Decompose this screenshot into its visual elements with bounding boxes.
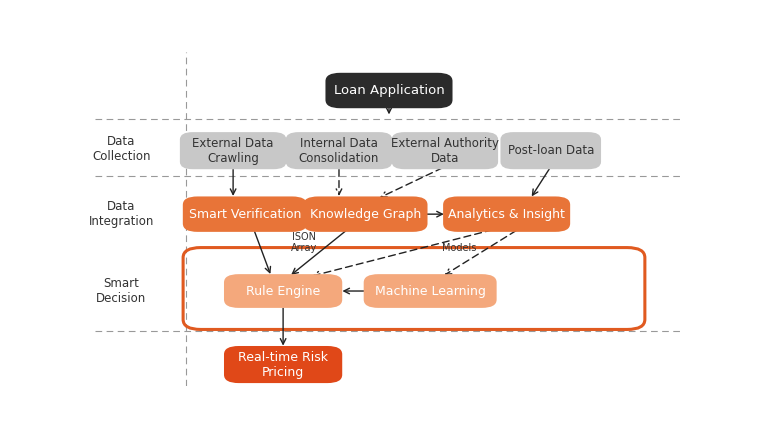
Text: External Authority
Data: External Authority Data <box>391 137 499 164</box>
Text: Post-loan Data: Post-loan Data <box>508 144 594 157</box>
Text: Data
Collection: Data Collection <box>92 135 150 163</box>
Text: Machine Learning: Machine Learning <box>375 285 486 298</box>
Text: Smart Verification: Smart Verification <box>189 207 301 220</box>
Text: Smart
Decision: Smart Decision <box>96 277 146 305</box>
Text: External Data
Crawling: External Data Crawling <box>193 137 274 164</box>
FancyBboxPatch shape <box>224 346 342 383</box>
Text: Models: Models <box>442 243 477 253</box>
Text: Internal Data
Consolidation: Internal Data Consolidation <box>299 137 380 164</box>
FancyBboxPatch shape <box>500 132 601 169</box>
FancyBboxPatch shape <box>364 274 496 308</box>
FancyBboxPatch shape <box>443 197 570 232</box>
Text: Analytics & Insight: Analytics & Insight <box>449 207 565 220</box>
FancyBboxPatch shape <box>326 73 452 108</box>
FancyBboxPatch shape <box>285 132 392 169</box>
Text: Rule Engine: Rule Engine <box>246 285 320 298</box>
Text: Real-time Risk
Pricing: Real-time Risk Pricing <box>238 351 328 378</box>
FancyBboxPatch shape <box>224 274 342 308</box>
FancyBboxPatch shape <box>183 197 307 232</box>
FancyBboxPatch shape <box>304 197 427 232</box>
Text: Loan Application: Loan Application <box>334 84 444 97</box>
Text: Data
Integration: Data Integration <box>89 200 154 228</box>
FancyBboxPatch shape <box>392 132 498 169</box>
Text: Knowledge Graph: Knowledge Graph <box>310 207 421 220</box>
FancyBboxPatch shape <box>180 132 286 169</box>
Text: ISON
Array: ISON Array <box>291 232 317 253</box>
